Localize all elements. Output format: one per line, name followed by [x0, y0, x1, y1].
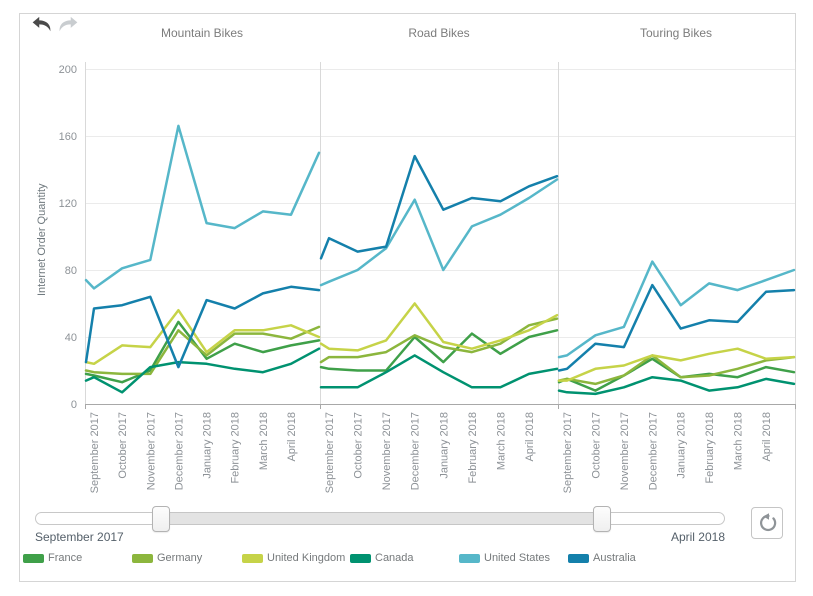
line-canada: [557, 375, 796, 396]
svg-text:October 2017: October 2017: [590, 412, 602, 479]
line-united-kingdom: [557, 347, 796, 382]
legend-label: Germany: [157, 552, 203, 564]
svg-text:February 2018: February 2018: [704, 412, 716, 484]
legend-label: France: [48, 552, 83, 564]
redo-button[interactable]: [57, 15, 79, 33]
legend-item-france[interactable]: France: [23, 552, 82, 564]
legend-item-australia[interactable]: Australia: [568, 552, 636, 564]
panel-title-touring-bikes: Touring Bikes: [639, 26, 713, 40]
svg-text:February 2018: February 2018: [467, 412, 479, 484]
line-australia: [84, 285, 321, 369]
slider-end-label: April 2018: [670, 530, 725, 544]
line-australia: [557, 283, 796, 372]
svg-text:March 2018: March 2018: [733, 412, 745, 470]
svg-text:September 2017: September 2017: [324, 412, 336, 493]
line-united-states: [84, 124, 321, 290]
panel-borders: [85, 62, 796, 409]
svg-text:200: 200: [59, 64, 77, 76]
legend-label: Canada: [375, 552, 414, 564]
panel-title-road-bikes: Road Bikes: [408, 26, 470, 40]
svg-text:November 2017: November 2017: [145, 412, 157, 490]
svg-text:80: 80: [65, 265, 77, 277]
svg-text:October 2017: October 2017: [117, 412, 129, 479]
line-united-states: [557, 260, 796, 359]
svg-text:March 2018: March 2018: [258, 412, 270, 470]
legend-swatch: [568, 553, 589, 563]
y-tick-labels: 0 40 80 120 160 200: [59, 64, 77, 411]
svg-text:December 2017: December 2017: [410, 412, 422, 490]
svg-text:January 2018: January 2018: [676, 412, 688, 479]
svg-text:December 2017: December 2017: [647, 412, 659, 490]
undo-icon: [32, 16, 51, 32]
legend-item-united-states[interactable]: United States: [459, 552, 550, 564]
slider-handle-left[interactable]: [152, 506, 170, 532]
undo-button[interactable]: [31, 15, 53, 33]
svg-text:January 2018: January 2018: [438, 412, 450, 479]
line-france: [84, 320, 321, 384]
line-germany: [84, 325, 321, 376]
legend-swatch: [23, 553, 44, 563]
svg-text:February 2018: February 2018: [230, 412, 242, 484]
line-canada: [84, 347, 321, 394]
legend: France Germany United Kingdom Canada United …: [0, 552, 813, 574]
legend-swatch: [242, 553, 263, 563]
line-germany: [557, 354, 796, 386]
series-lines-touring-bikes: [557, 260, 796, 396]
svg-text:September 2017: September 2017: [89, 412, 101, 493]
svg-text:160: 160: [59, 131, 77, 143]
panel-title-mountain-bikes: Mountain Bikes: [160, 26, 244, 40]
series-lines-road-bikes: [319, 154, 559, 389]
svg-text:January 2018: January 2018: [202, 412, 214, 479]
series-lines-mountain-bikes: [84, 124, 321, 394]
svg-text:0: 0: [71, 399, 77, 411]
slider-handle-right[interactable]: [593, 506, 611, 532]
svg-text:March 2018: March 2018: [495, 412, 507, 470]
legend-item-united-kingdom[interactable]: United Kingdom: [242, 552, 345, 564]
legend-item-germany[interactable]: Germany: [132, 552, 202, 564]
legend-label: United States: [484, 552, 551, 564]
legend-swatch: [350, 553, 371, 563]
svg-text:November 2017: November 2017: [619, 412, 631, 490]
line-united-kingdom: [319, 302, 559, 352]
svg-text:April 2018: April 2018: [524, 412, 536, 462]
slider-selected-range[interactable]: [161, 512, 602, 525]
reset-icon: [760, 513, 777, 532]
svg-text:September 2017: September 2017: [562, 412, 574, 493]
legend-swatch: [459, 553, 480, 563]
svg-text:December 2017: December 2017: [173, 412, 185, 490]
svg-text:April 2018: April 2018: [761, 412, 773, 462]
line-canada: [319, 354, 559, 389]
line-france: [557, 357, 796, 392]
svg-text:April 2018: April 2018: [286, 412, 298, 462]
svg-text:40: 40: [65, 332, 77, 344]
redo-icon: [59, 16, 78, 32]
slider-start-label: September 2017: [35, 530, 124, 544]
legend-item-canada[interactable]: Canada: [350, 552, 414, 564]
legend-label: United Kingdom: [267, 552, 346, 564]
reset-button[interactable]: [751, 507, 783, 539]
svg-text:120: 120: [59, 198, 77, 210]
line-united-states: [319, 178, 559, 287]
x-tick-labels: September 2017 October 2017 November 2017 D…: [89, 412, 773, 493]
svg-text:October 2017: October 2017: [353, 412, 365, 479]
svg-text:November 2017: November 2017: [381, 412, 393, 490]
line-australia: [319, 154, 559, 260]
line-france: [319, 329, 559, 372]
legend-swatch: [132, 553, 153, 563]
legend-label: Australia: [593, 552, 636, 564]
